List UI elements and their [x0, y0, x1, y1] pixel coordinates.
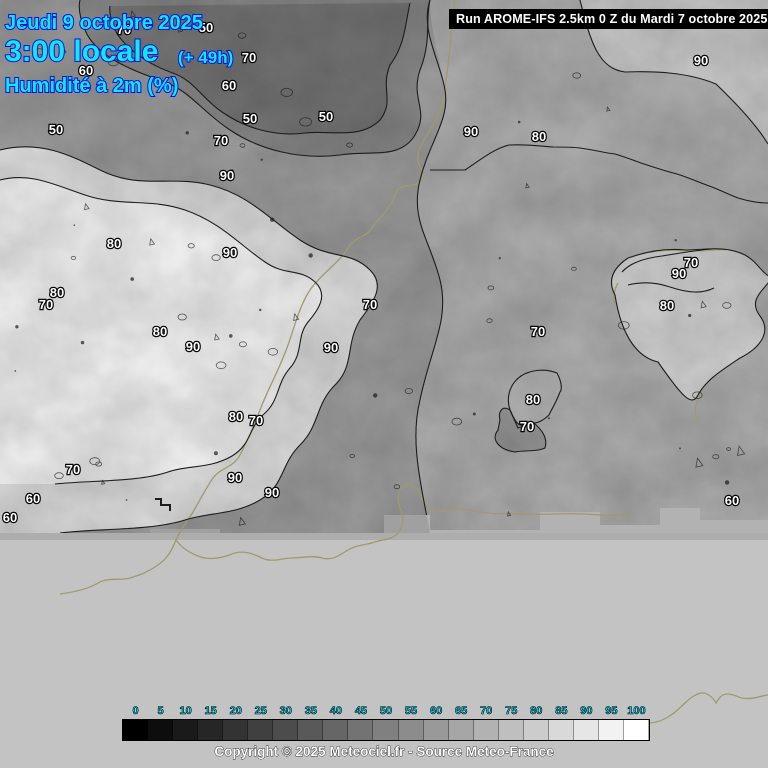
svg-text:60: 60	[222, 78, 236, 93]
svg-text:80: 80	[526, 392, 540, 407]
svg-text:70: 70	[242, 50, 256, 65]
svg-text:70: 70	[39, 297, 53, 312]
svg-text:60: 60	[725, 493, 739, 508]
svg-text:70: 70	[249, 413, 263, 428]
svg-text:90: 90	[324, 340, 338, 355]
svg-text:70: 70	[531, 324, 545, 339]
svg-text:80: 80	[107, 236, 121, 251]
svg-text:90: 90	[186, 339, 200, 354]
svg-text:90: 90	[265, 485, 279, 500]
svg-text:90: 90	[228, 470, 242, 485]
svg-text:80: 80	[660, 298, 674, 313]
svg-text:90: 90	[220, 168, 234, 183]
svg-text:70: 70	[363, 297, 377, 312]
svg-text:90: 90	[672, 266, 686, 281]
svg-text:50: 50	[319, 109, 333, 124]
svg-text:80: 80	[532, 129, 546, 144]
svg-text:90: 90	[464, 124, 478, 139]
svg-text:50: 50	[243, 111, 257, 126]
svg-text:70: 70	[66, 462, 80, 477]
svg-text:50: 50	[49, 122, 63, 137]
svg-text:60: 60	[3, 510, 17, 525]
svg-text:80: 80	[153, 324, 167, 339]
svg-text:80: 80	[229, 409, 243, 424]
svg-text:70: 70	[520, 419, 534, 434]
svg-text:60: 60	[26, 491, 40, 506]
svg-text:90: 90	[223, 245, 237, 260]
svg-text:70: 70	[214, 133, 228, 148]
svg-text:90: 90	[694, 53, 708, 68]
